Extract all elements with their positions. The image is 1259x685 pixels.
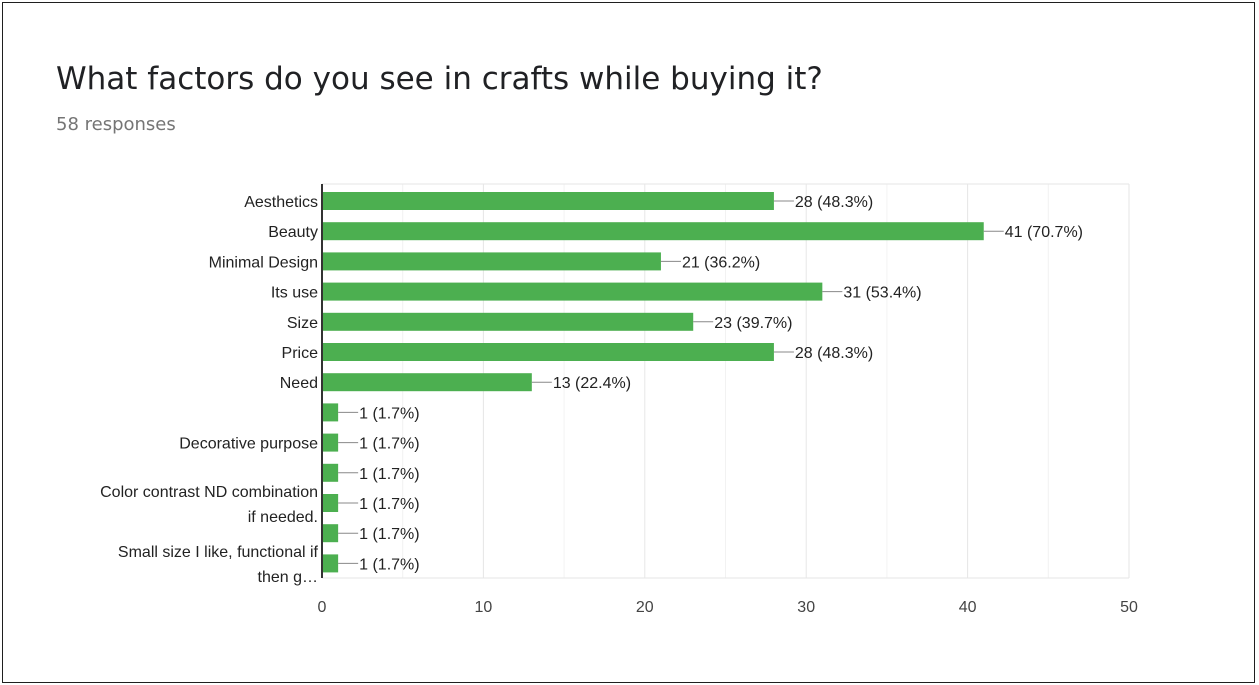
bar [323, 312, 694, 331]
response-count: 58 responses [56, 114, 176, 135]
data-label: 1 (1.7%) [359, 405, 419, 422]
category-label: then g… [258, 569, 318, 586]
bar [323, 403, 339, 422]
bar [323, 192, 774, 210]
category-label: Beauty [268, 224, 318, 241]
bar [323, 282, 823, 301]
data-label: 13 (22.4%) [553, 375, 631, 392]
data-label: 1 (1.7%) [359, 496, 419, 513]
data-label: 28 (48.3%) [795, 345, 873, 362]
x-tick-label: 40 [959, 599, 977, 616]
data-label: 1 (1.7%) [359, 556, 419, 573]
data-label: 1 (1.7%) [359, 436, 419, 453]
category-label: Decorative purpose [179, 436, 318, 453]
category-label: Need [280, 375, 318, 392]
bar [323, 494, 339, 512]
x-tick-label: 50 [1120, 599, 1138, 616]
category-label: Color contrast ND combination [100, 484, 318, 501]
data-label: 31 (53.4%) [843, 285, 921, 302]
grid-lines [322, 183, 1130, 579]
bar [323, 222, 984, 241]
chart-title: What factors do you see in crafts while … [56, 61, 823, 97]
bar [323, 252, 661, 271]
data-label: 23 (39.7%) [714, 315, 792, 332]
category-label: Small size I like, functional if [118, 544, 319, 561]
x-tick-label: 0 [318, 599, 327, 616]
category-label: Size [287, 315, 318, 332]
x-tick-label: 20 [636, 599, 654, 616]
bar [323, 343, 774, 361]
x-tick-label: 30 [797, 599, 815, 616]
data-label: 28 (48.3%) [795, 194, 873, 211]
category-label: if needed. [248, 509, 318, 526]
category-label: Aesthetics [244, 194, 318, 211]
bar [323, 373, 532, 392]
category-label: Minimal Design [209, 254, 318, 271]
data-label: 1 (1.7%) [359, 466, 419, 483]
data-label: 1 (1.7%) [359, 526, 419, 543]
bar [323, 433, 339, 452]
bar [323, 463, 339, 482]
category-label: Price [282, 345, 319, 362]
x-tick-label: 10 [475, 599, 493, 616]
bars [321, 184, 1004, 578]
data-label: 41 (70.7%) [1005, 224, 1083, 241]
category-label: Its use [271, 285, 318, 302]
bar [323, 554, 339, 573]
labels: 0 10 20 30 40 50 28 (48.3%) Aesthetics 41 (70.7%… [100, 194, 1138, 616]
bar [323, 524, 339, 543]
data-label: 21 (36.2%) [682, 254, 760, 271]
